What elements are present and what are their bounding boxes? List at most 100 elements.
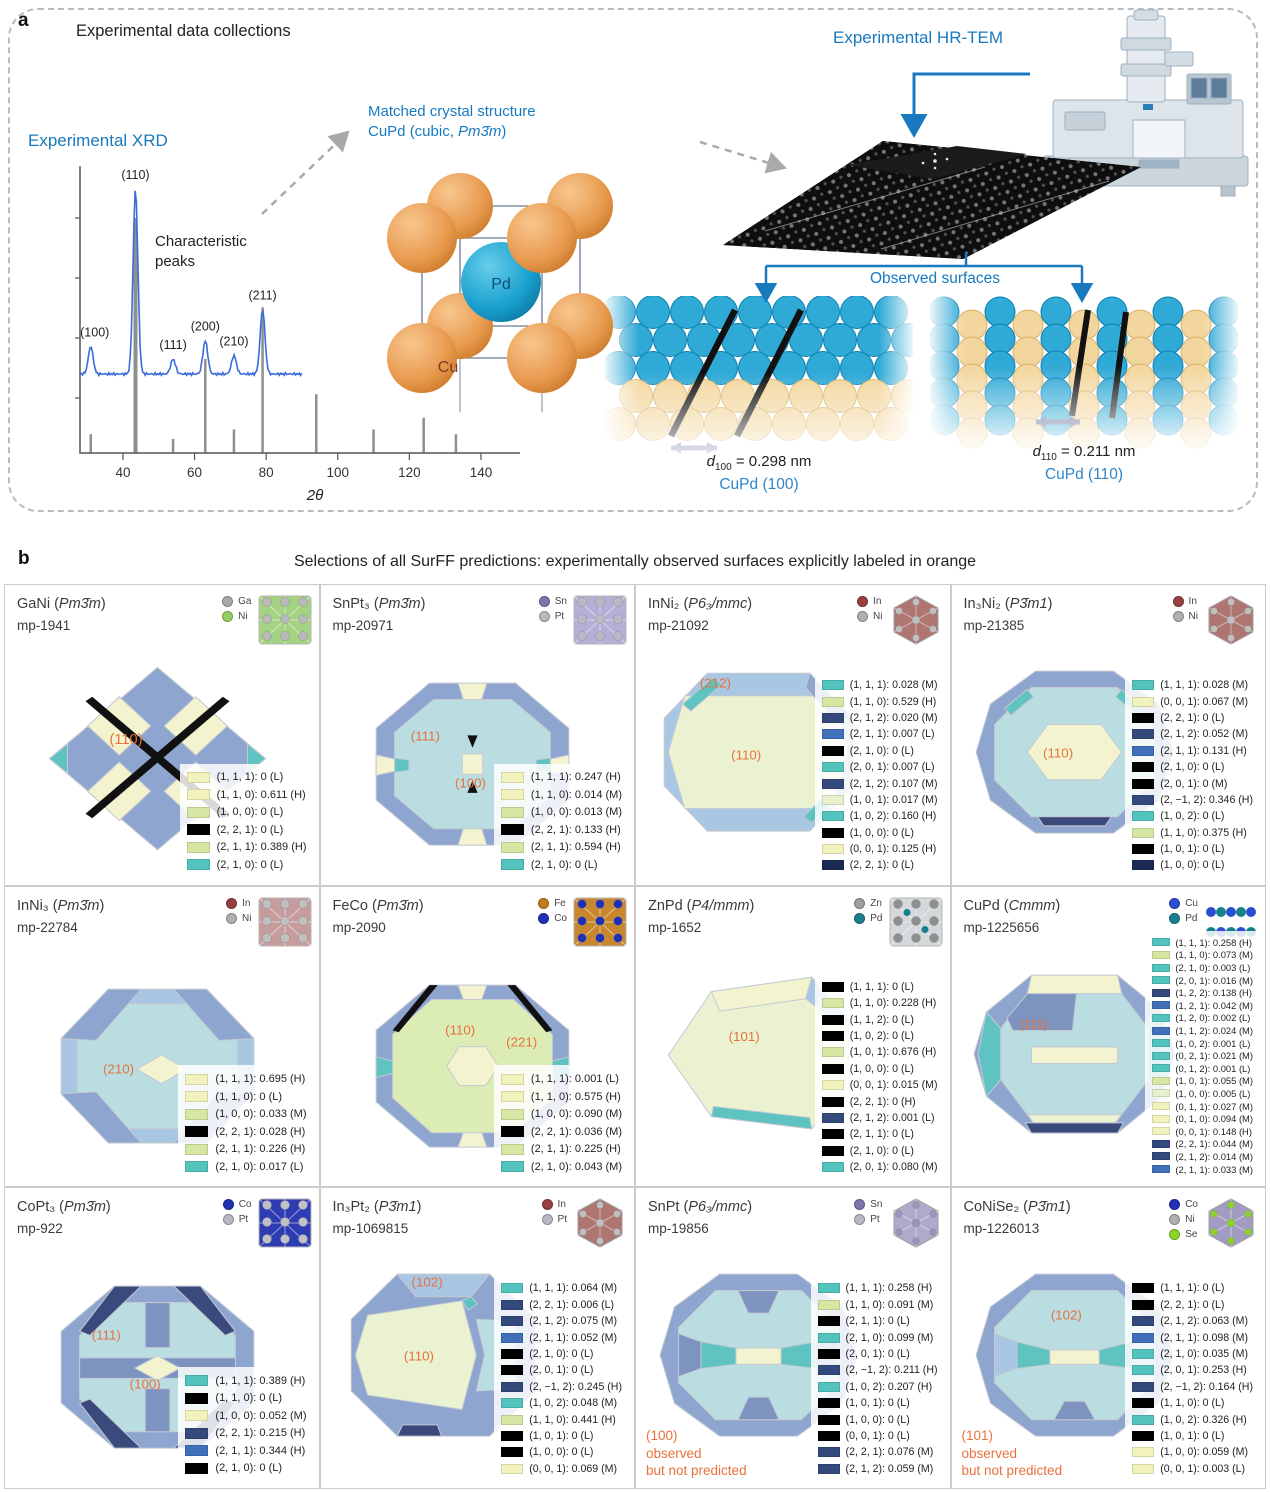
element-symbol: Pt	[870, 1214, 880, 1226]
legend-swatch	[1152, 1127, 1171, 1136]
legend-entry: (2, −1, 2): 0.164 (H)	[1132, 1379, 1253, 1395]
panel-mp-id: mp-1226013	[963, 1221, 1040, 1237]
xrd-x-axis-label: 2θ	[306, 487, 323, 504]
element-legend-item: Sn	[538, 596, 567, 607]
legend-entry: (2, 1, 2): 0.014 (M)	[1152, 1150, 1253, 1163]
wulff-facet	[1025, 1113, 1123, 1123]
panel-a-experimental: a Experimental data collections Experime…	[0, 0, 1270, 540]
wulff-shape: (102)	[975, 1273, 1173, 1437]
prediction-panel-mp-19856: SnPt (P6₃/mmc) mp-19856 Sn Pt (100) observed b…	[635, 1187, 951, 1489]
legend-entry: (1, 1, 1): 0 (L)	[186, 769, 307, 787]
legend-text: (2, 1, 0): 0 (L)	[849, 744, 914, 757]
legend-text: (2, 1, 0): 0.043 (M)	[530, 1160, 622, 1173]
legend-entry: (0, 0, 1): 0.148 (H)	[1152, 1125, 1253, 1138]
legend-entry: (1, 1, 1): 0.258 (H)	[1152, 936, 1253, 949]
legend-entry: (2, 1, 0): 0.017 (L)	[185, 1158, 306, 1176]
legend-swatch	[1152, 1076, 1171, 1085]
legend-swatch	[185, 1091, 209, 1103]
legend-entry: (1, 1, 1): 0.695 (H)	[185, 1070, 306, 1088]
tem-fft-spots	[921, 152, 949, 170]
legend-entry: (1, 1, 0): 0.529 (H)	[821, 693, 938, 709]
element-symbol: Ni	[1188, 611, 1198, 622]
surface-cupd-110: d110 = 0.211 nm CuPd (110)	[928, 296, 1240, 508]
crystal-structure-caption: Matched crystal structure CuPd (cubic, P…	[368, 102, 536, 141]
panel-title-block: SnPt₃ (Pm3̄m) mp-20971	[333, 594, 426, 646]
panel-title-block: CuPd (Cmmm) mp-1225656	[964, 896, 1061, 948]
surface-energy-legend: (1, 1, 1): 0.258 (H) (1, 1, 0): 0.091 (M)…	[810, 1275, 945, 1482]
legend-swatch	[1132, 1381, 1155, 1392]
legend-entry: (1, 2, 2): 0.138 (H)	[1152, 986, 1253, 999]
legend-entry: (2, 1, 1): 0 (L)	[821, 1126, 938, 1142]
wulff-facet	[59, 988, 142, 1041]
crystal-thumbnail	[893, 1198, 938, 1248]
panel-mp-id: mp-1225656	[963, 919, 1040, 935]
panel-header-right: Sn Pt	[538, 594, 628, 646]
element-symbol: Co	[554, 912, 567, 924]
legend-entry: (1, 1, 1): 0 (L)	[1132, 1280, 1253, 1296]
legend-entry: (1, 0, 2): 0.048 (M)	[501, 1395, 622, 1411]
prediction-panel-mp-20971: SnPt₃ (Pm3̄m) mp-20971 Sn Pt (111) (100) (1, 1…	[319, 584, 635, 886]
wulff-facet	[144, 1302, 170, 1349]
legend-entry: (2, 2, 1): 0.133 (H)	[500, 821, 622, 839]
surface-100-svg	[602, 295, 925, 466]
wulff-facet	[993, 1333, 1018, 1378]
element-legend-item: In	[1172, 596, 1198, 607]
legend-text: (2, 1, 1): 0 (L)	[849, 1128, 914, 1141]
element-legend: Fe Co	[538, 897, 567, 924]
legend-swatch	[501, 1365, 524, 1376]
legend-entry: (1, 0, 0): 0.033 (M)	[185, 1105, 307, 1123]
legend-text: (1, 1, 1): 0 (L)	[216, 771, 284, 784]
legend-text: (2, 2, 1): 0.076 (M)	[845, 1446, 934, 1459]
legend-entry: (1, 1, 0): 0.091 (M)	[817, 1297, 938, 1313]
prediction-panel-mp-922: CoPt₃ (Pm3̄m) mp-922 Co Pt (111) (100) (1, 1, …	[4, 1187, 320, 1489]
panel-formula: CoPt₃ (	[17, 1199, 64, 1216]
legend-swatch	[185, 1108, 209, 1120]
element-symbol: In	[557, 1199, 566, 1211]
legend-text: (0, 0, 1): 0 (L)	[845, 1430, 910, 1442]
element-legend-item: In	[857, 596, 882, 607]
panel-title: InNi₂ (P6₃/mmc)	[648, 594, 752, 615]
legend-swatch	[821, 1014, 844, 1025]
xrd-peak-label: (211)	[248, 288, 276, 302]
legend-text: (1, 0, 0): 0.052 (M)	[215, 1409, 307, 1422]
legend-entry: (2, 0, 1): 0.253 (H)	[1132, 1362, 1253, 1378]
legend-swatch	[1132, 680, 1155, 691]
legend-text: (1, 1, 0): 0 (L)	[1160, 1397, 1225, 1410]
panel-space-group: P3̄m1	[1027, 1199, 1066, 1216]
legend-entry: (2, −1, 2): 0.245 (H)	[501, 1379, 622, 1395]
panel-title-block: ZnPd (P4/mmm) mp-1652	[648, 896, 754, 948]
legend-text: (0, 1, 2): 0.001 (L)	[1175, 1062, 1251, 1074]
panel-header-right: In Pt	[541, 1197, 628, 1249]
panel-header: FeCo (Pm3̄m) mp-2090 Fe Co	[333, 896, 629, 948]
panel-formula: GaNi (	[17, 596, 59, 612]
panel-header-right: Sn Pt	[854, 1197, 943, 1249]
legend-entry: (2, 2, 1): 0 (L)	[1132, 710, 1253, 726]
element-symbol: Pd	[1185, 912, 1198, 924]
legend-swatch	[501, 1283, 524, 1294]
prediction-grid: GaNi (Pm3̄m) mp-1941 Ga Ni (110) (1, 1, 1): 0…	[4, 584, 1266, 1489]
panel-title-block: InNi₃ (Pm3̄m) mp-22784	[17, 896, 104, 948]
legend-text: (1, 0, 1): 0.055 (M)	[1175, 1075, 1253, 1087]
element-legend-item: Pt	[854, 1214, 882, 1226]
legend-entry: (1, 0, 1): 0.676 (H)	[821, 1044, 938, 1060]
surface-fade-right	[879, 296, 913, 466]
prediction-panel-mp-1941: GaNi (Pm3̄m) mp-1941 Ga Ni (110) (1, 1, 1): 0…	[4, 584, 320, 886]
legend-swatch	[821, 1031, 844, 1041]
legend-swatch	[817, 1299, 840, 1310]
legend-swatch	[501, 1349, 524, 1360]
legend-swatch	[185, 1375, 209, 1387]
legend-text: (2, 1, 1): 0.225 (H)	[530, 1143, 621, 1156]
note-line: (100)	[646, 1428, 678, 1444]
legend-entry: (2, 2, 1): 0.044 (M)	[1152, 1138, 1253, 1151]
wulff-facet-label: (111)	[411, 729, 440, 744]
legend-swatch	[500, 1143, 524, 1155]
element-legend-item: Sn	[854, 1199, 883, 1211]
legend-swatch	[817, 1365, 840, 1376]
panel-formula: In₃Pt₂ (	[332, 1199, 379, 1216]
legend-entry: (1, 0, 1): 0.017 (M)	[821, 792, 938, 808]
tem-grain-boundaries	[764, 166, 1110, 250]
legend-text: (2, 1, 2): 0.075 (M)	[529, 1315, 617, 1328]
cu-atom-label: Cu	[438, 359, 458, 376]
panel-header: In₃Pt₂ (P3̄m1) mp-1069815 In Pt	[333, 1197, 629, 1249]
legend-entry: (1, 0, 2): 0 (L)	[1132, 808, 1253, 824]
